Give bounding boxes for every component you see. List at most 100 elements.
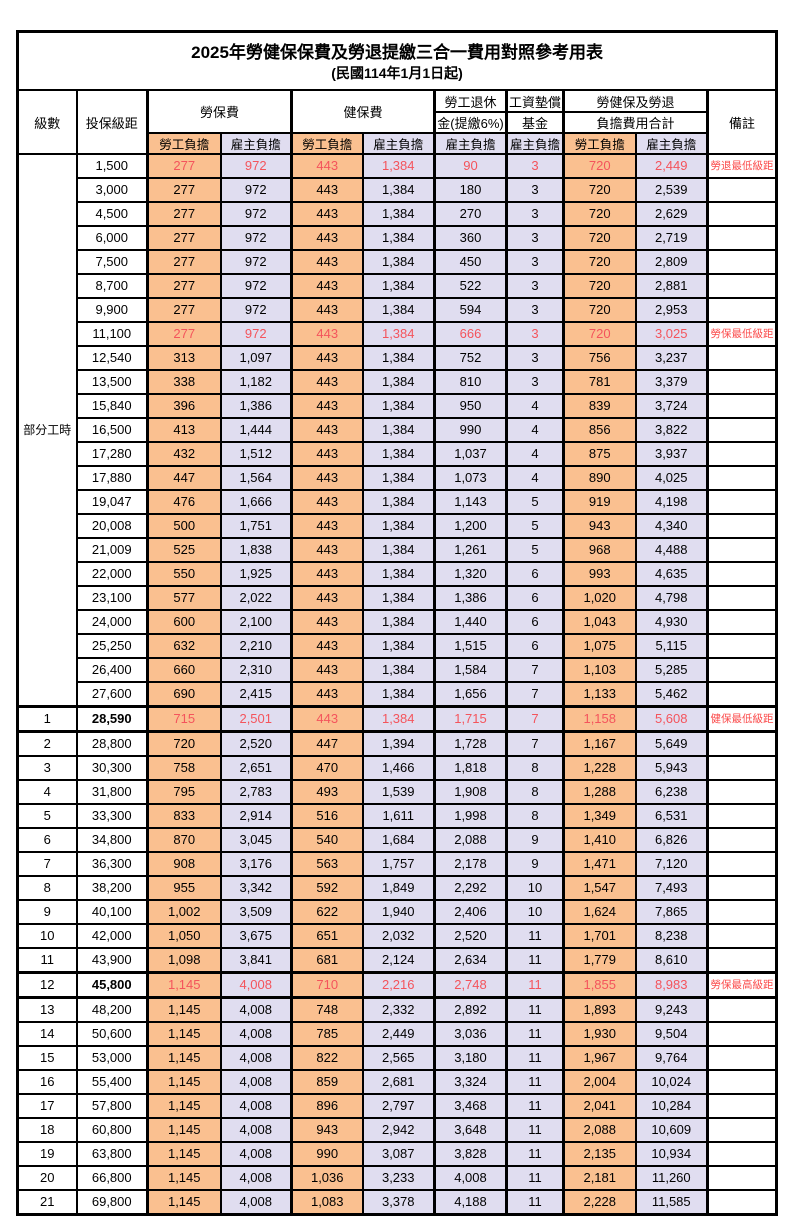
subheader-labor-employee: 勞工負擔 xyxy=(146,132,222,155)
cell-health-employee: 443 xyxy=(290,609,364,635)
cell-total-employer: 9,764 xyxy=(634,1045,709,1071)
cell-health-employee: 443 xyxy=(290,681,364,708)
salary-bracket-cell: 4,500 xyxy=(75,201,149,227)
cell-health-employer: 3,378 xyxy=(361,1189,436,1216)
cell-total-employer: 10,934 xyxy=(634,1141,709,1167)
salary-bracket-cell: 7,500 xyxy=(75,249,149,275)
salary-bracket-cell: 19,047 xyxy=(75,489,149,515)
table-row: 26,400 660 2,310 443 1,384 1,584 7 1,103 5,285 xyxy=(18,657,778,683)
col-header-wage-fund-line1: 工資墊償 xyxy=(505,89,565,113)
cell-total-employer: 7,493 xyxy=(634,875,709,901)
cell-labor-employer: 972 xyxy=(219,249,293,275)
cell-total-employer: 6,531 xyxy=(634,803,709,829)
cell-pension-employer: 810 xyxy=(433,369,508,395)
cell-labor-employer: 4,008 xyxy=(219,971,293,999)
cell-labor-employer: 2,501 xyxy=(219,705,293,733)
cell-health-employee: 651 xyxy=(290,923,364,949)
cell-labor-employee: 396 xyxy=(146,393,222,419)
salary-bracket-cell: 16,500 xyxy=(75,417,149,443)
cell-labor-employee: 690 xyxy=(146,681,222,708)
cell-health-employee: 1,083 xyxy=(290,1189,364,1216)
salary-bracket-cell: 15,840 xyxy=(75,393,149,419)
subheader-total-employer: 雇主負擔 xyxy=(634,132,709,155)
cell-labor-employer: 2,520 xyxy=(219,730,293,757)
salary-bracket-cell: 60,800 xyxy=(75,1117,149,1143)
table-row: 10 42,000 1,050 3,675 651 2,032 2,520 11 1,701 8,… xyxy=(16,923,778,949)
level-cell: 4 xyxy=(16,779,78,805)
cell-labor-employee: 550 xyxy=(146,561,222,587)
level-cell: 1 xyxy=(16,705,78,733)
cell-labor-employer: 4,008 xyxy=(219,996,293,1023)
table-row: 8,700 277 972 443 1,384 522 3 720 2,881 xyxy=(18,273,778,299)
remark-cell xyxy=(705,369,778,395)
cell-health-employee: 443 xyxy=(290,657,364,683)
cell-labor-employee: 1,050 xyxy=(146,923,222,949)
cell-labor-employer: 1,666 xyxy=(219,489,293,515)
cell-health-employee: 443 xyxy=(290,417,364,443)
cell-wage-fund-employer: 11 xyxy=(505,947,565,974)
remark-cell xyxy=(705,609,778,635)
cell-total-employee: 1,020 xyxy=(562,585,637,611)
remark-cell: 勞保最低級距 xyxy=(705,321,778,347)
cell-total-employee: 1,288 xyxy=(562,779,637,805)
remark-cell xyxy=(705,875,778,901)
remark-cell xyxy=(705,755,778,781)
cell-wage-fund-employer: 5 xyxy=(505,537,565,563)
cell-total-employer: 3,379 xyxy=(634,369,709,395)
cell-health-employer: 2,797 xyxy=(361,1093,436,1119)
cell-health-employer: 2,942 xyxy=(361,1117,436,1143)
salary-bracket-cell: 43,900 xyxy=(75,947,149,974)
cell-health-employer: 1,684 xyxy=(361,827,436,853)
remark-cell xyxy=(705,345,778,371)
level-cell: 18 xyxy=(16,1117,78,1143)
salary-bracket-cell: 66,800 xyxy=(75,1165,149,1191)
cell-total-employer: 9,243 xyxy=(634,996,709,1023)
cell-health-employer: 1,384 xyxy=(361,585,436,611)
cell-labor-employer: 1,097 xyxy=(219,345,293,371)
cell-labor-employer: 2,914 xyxy=(219,803,293,829)
table-row: 11,100 277 972 443 1,384 666 3 720 3,025 勞保最低級距 xyxy=(18,321,778,347)
cell-labor-employee: 277 xyxy=(146,201,222,227)
salary-bracket-cell: 17,880 xyxy=(75,465,149,491)
cell-labor-employer: 4,008 xyxy=(219,1069,293,1095)
remark-cell xyxy=(705,1189,778,1216)
cell-total-employer: 5,462 xyxy=(634,681,709,708)
cell-wage-fund-employer: 3 xyxy=(505,177,565,203)
cell-pension-employer: 666 xyxy=(433,321,508,347)
remark-cell xyxy=(705,561,778,587)
cell-total-employer: 2,881 xyxy=(634,273,709,299)
salary-bracket-cell: 11,100 xyxy=(75,321,149,347)
table-row: 7 36,300 908 3,176 563 1,757 2,178 9 1,471 7,120 xyxy=(16,851,778,877)
level-cell: 13 xyxy=(16,996,78,1023)
cell-wage-fund-employer: 11 xyxy=(505,1021,565,1047)
cell-health-employee: 443 xyxy=(290,177,364,203)
table-row: 12 45,800 1,145 4,008 710 2,216 2,748 11 1,855 8,… xyxy=(16,971,778,999)
cell-labor-employer: 4,008 xyxy=(219,1093,293,1119)
cell-health-employer: 1,384 xyxy=(361,177,436,203)
salary-bracket-cell: 33,300 xyxy=(75,803,149,829)
remark-cell xyxy=(705,201,778,227)
level-cell: 5 xyxy=(16,803,78,829)
remark-cell xyxy=(705,249,778,275)
cell-total-employer: 7,120 xyxy=(634,851,709,877)
cell-pension-employer: 1,261 xyxy=(433,537,508,563)
cell-labor-employee: 277 xyxy=(146,153,222,179)
level-cell: 15 xyxy=(16,1045,78,1071)
cell-health-employee: 443 xyxy=(290,705,364,733)
table-row: 19,047 476 1,666 443 1,384 1,143 5 919 4,198 xyxy=(18,489,778,515)
cell-wage-fund-employer: 3 xyxy=(505,273,565,299)
cell-health-employer: 1,466 xyxy=(361,755,436,781)
level-cell: 7 xyxy=(16,851,78,877)
cell-pension-employer: 1,584 xyxy=(433,657,508,683)
cell-health-employer: 2,449 xyxy=(361,1021,436,1047)
cell-health-employee: 592 xyxy=(290,875,364,901)
cell-pension-employer: 1,037 xyxy=(433,441,508,467)
col-header-pension-line2: 金(提繳6%) xyxy=(433,111,508,134)
table-row: 部分工時 1,500 277 972 443 1,384 90 3 720 2,449 勞退最低級距 xyxy=(16,153,778,708)
salary-bracket-cell: 9,900 xyxy=(75,297,149,323)
cell-health-employee: 447 xyxy=(290,730,364,757)
remark-cell xyxy=(705,585,778,611)
cell-health-employee: 443 xyxy=(290,441,364,467)
remark-cell xyxy=(705,779,778,805)
cell-wage-fund-employer: 7 xyxy=(505,657,565,683)
